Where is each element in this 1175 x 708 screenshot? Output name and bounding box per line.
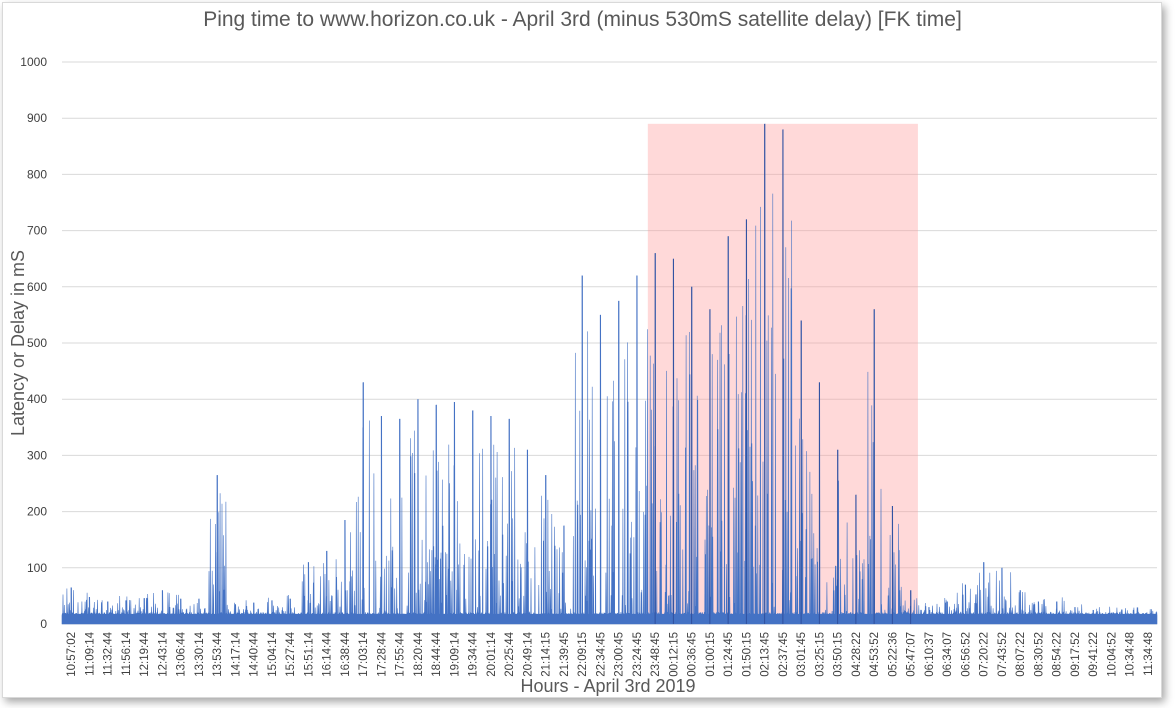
x-tick-15: 16:38:44	[340, 631, 352, 676]
latency-series-area	[61, 123, 1158, 625]
x-tick-2: 11:32:44	[103, 631, 115, 676]
x-tick-39: 02:37:45	[778, 632, 790, 677]
x-tick-54: 08:54:22	[1052, 632, 1064, 677]
x-tick-13: 15:51:14	[303, 631, 315, 676]
latency-baseline	[62, 613, 1157, 624]
y-tick-200: 200	[27, 505, 47, 519]
x-tick-6: 13:06:44	[176, 631, 188, 676]
x-tick-10: 14:40:44	[249, 631, 261, 676]
y-tick-100: 100	[27, 561, 47, 575]
x-tick-24: 20:25:44	[504, 631, 516, 676]
x-tick-34: 00:36:45	[687, 632, 699, 677]
x-tick-28: 22:09:15	[577, 632, 589, 677]
x-tick-50: 07:20:22	[979, 632, 991, 677]
y-tick-900: 900	[27, 111, 47, 125]
x-tick-1: 11:09:14	[84, 631, 96, 676]
x-tick-9: 14:17:14	[230, 631, 242, 676]
x-tick-0: 10:57:02	[66, 632, 78, 677]
y-tick-0: 0	[40, 617, 47, 631]
x-tick-30: 23:00:45	[614, 632, 626, 677]
y-tick-700: 700	[27, 224, 47, 238]
x-tick-47: 06:10:37	[924, 632, 936, 677]
x-tick-12: 15:27:44	[285, 631, 297, 676]
y-tick-600: 600	[27, 280, 47, 294]
x-tick-labels: 10:57:02 11:09:14 11:32:44 11:56:14 12:19:44…	[66, 631, 1155, 676]
x-tick-48: 06:34:07	[942, 632, 954, 677]
x-tick-4: 12:19:44	[139, 631, 151, 676]
x-tick-59: 11:34:48	[1143, 632, 1155, 676]
x-tick-37: 01:50:15	[741, 632, 753, 677]
series-area-group	[61, 123, 1158, 625]
y-tick-300: 300	[27, 448, 47, 462]
x-tick-19: 18:20:44	[413, 631, 425, 676]
x-tick-18: 17:55:44	[395, 631, 407, 676]
x-tick-57: 10:04:52	[1106, 632, 1118, 677]
x-tick-35: 01:00:15	[705, 632, 717, 677]
x-tick-16: 17:03:14	[358, 631, 370, 676]
x-axis-label: Hours - April 3rd 2019	[520, 676, 695, 696]
gridlines	[62, 61, 1157, 625]
x-tick-17: 17:28:44	[376, 631, 388, 676]
x-tick-7: 13:30:14	[194, 631, 206, 676]
x-tick-32: 23:48:45	[650, 632, 662, 677]
x-tick-38: 02:13:45	[760, 632, 772, 677]
x-tick-36: 01:24:45	[723, 632, 735, 677]
x-tick-8: 13:53:44	[212, 631, 224, 676]
x-tick-3: 11:56:14	[121, 631, 133, 676]
x-tick-40: 03:01:45	[796, 632, 808, 677]
y-tick-400: 400	[27, 392, 47, 406]
x-tick-22: 19:34:44	[468, 631, 480, 676]
x-tick-43: 04:28:22	[851, 632, 863, 677]
chart-title: Ping time to www.horizon.co.uk - April 3…	[203, 8, 962, 31]
x-tick-31: 23:24:45	[632, 632, 644, 677]
x-tick-46: 05:47:07	[906, 632, 918, 677]
x-tick-56: 09:41:22	[1088, 632, 1100, 677]
x-tick-42: 03:50:15	[833, 632, 845, 677]
x-tick-55: 09:17:52	[1070, 632, 1082, 677]
x-tick-20: 18:44:44	[431, 631, 443, 676]
y-axis-label: Latency or Delay in mS	[8, 250, 28, 436]
x-tick-25: 20:49:14	[522, 631, 534, 676]
x-tick-51: 07:43:52	[997, 632, 1009, 677]
x-tick-5: 12:43:14	[157, 631, 169, 676]
y-tick-1000: 1000	[20, 55, 47, 69]
x-tick-23: 20:01:14	[486, 631, 498, 676]
y-tick-labels: 0 100 200 300 400 500 600 700 800 900 1000	[20, 55, 47, 631]
x-tick-45: 05:22:36	[887, 632, 899, 677]
x-tick-11: 15:04:14	[267, 631, 279, 676]
x-tick-49: 06:56:52	[960, 632, 972, 677]
x-tick-52: 08:07:22	[1015, 632, 1027, 677]
x-tick-21: 19:09:14	[449, 631, 461, 676]
x-tick-27: 21:39:45	[559, 632, 571, 677]
x-tick-58: 10:34:48	[1125, 632, 1137, 677]
y-tick-800: 800	[27, 167, 47, 181]
x-tick-53: 08:30:52	[1033, 632, 1045, 677]
x-tick-14: 16:14:44	[322, 631, 334, 676]
x-tick-29: 22:34:45	[595, 632, 607, 677]
x-tick-41: 03:25:15	[814, 632, 826, 677]
y-tick-500: 500	[27, 336, 47, 350]
x-tick-44: 04:53:52	[869, 632, 881, 677]
x-tick-33: 00:12:15	[668, 632, 680, 677]
x-tick-26: 21:14:15	[541, 632, 553, 677]
